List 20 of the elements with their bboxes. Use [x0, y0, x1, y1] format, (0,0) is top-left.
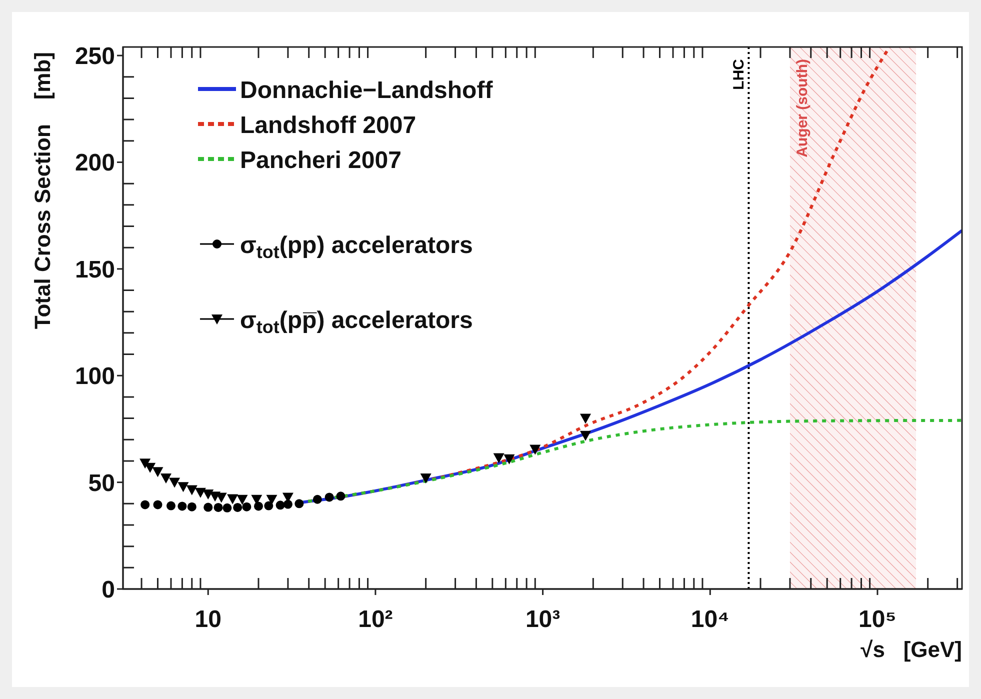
- x-axis-title: √s [GeV]: [860, 637, 962, 662]
- x-tick-label: 10: [194, 606, 222, 633]
- legend-label: Donnachie−Landshoff: [240, 77, 494, 104]
- y-tick-label: 150: [74, 256, 115, 284]
- ref-line-label: LHC: [730, 58, 748, 90]
- y-tick-label: 200: [74, 150, 115, 177]
- y-tick-label: 250: [74, 43, 115, 70]
- legend-label: Landshoff 2007: [240, 112, 416, 139]
- y-tick-label: 0: [102, 576, 115, 604]
- x-tick-label: 10⁴: [690, 606, 730, 633]
- x-tick-label: 10⁵: [858, 606, 896, 633]
- y-tick-label: 100: [74, 363, 115, 390]
- band-label: Auger (south): [794, 59, 811, 158]
- y-tick-label: 50: [88, 470, 115, 497]
- x-tick-label: 10²: [358, 606, 393, 633]
- legend-label: σ$_{tot}$(pp) accelerators: [240, 232, 473, 262]
- y-axis-title: Total Cross Section [mb]: [30, 52, 55, 330]
- x-tick-label: 10³: [525, 606, 560, 633]
- legend-label: Pancheri 2007: [240, 147, 402, 174]
- legend-label: σ$_{tot}$(pp̅) accelerators: [240, 307, 473, 338]
